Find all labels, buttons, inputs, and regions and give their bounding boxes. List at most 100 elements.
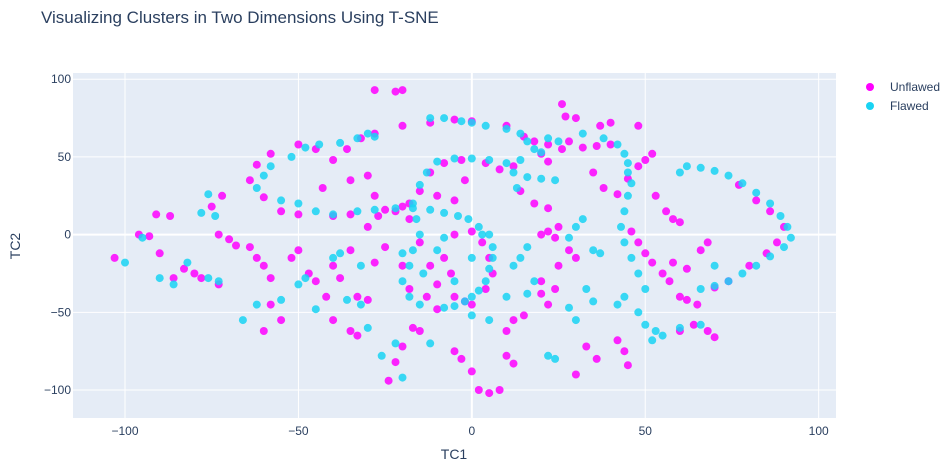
point-flawed bbox=[259, 171, 268, 180]
point-unflawed bbox=[190, 269, 199, 278]
point-unflawed bbox=[214, 230, 223, 239]
point-flawed bbox=[488, 243, 497, 252]
point-flawed bbox=[440, 114, 449, 123]
point-unflawed bbox=[544, 227, 553, 236]
point-unflawed bbox=[426, 261, 435, 270]
point-unflawed bbox=[551, 285, 560, 293]
plot-area bbox=[73, 73, 836, 418]
point-flawed bbox=[398, 277, 407, 286]
legend: Unflawed Flawed bbox=[866, 80, 940, 113]
point-flawed bbox=[578, 215, 587, 224]
point-unflawed bbox=[675, 292, 684, 301]
point-flawed bbox=[623, 159, 632, 168]
point-unflawed bbox=[370, 86, 379, 95]
point-flawed bbox=[627, 253, 636, 262]
point-unflawed bbox=[245, 176, 254, 185]
point-unflawed bbox=[346, 327, 355, 335]
point-unflawed bbox=[544, 140, 553, 149]
point-flawed bbox=[377, 351, 386, 360]
point-unflawed bbox=[620, 347, 629, 356]
point-unflawed bbox=[415, 327, 424, 335]
point-flawed bbox=[398, 249, 407, 258]
point-flawed bbox=[613, 300, 622, 309]
point-unflawed bbox=[252, 253, 261, 262]
point-unflawed bbox=[481, 285, 490, 293]
point-flawed bbox=[467, 118, 476, 127]
point-flawed bbox=[724, 277, 733, 286]
point-unflawed bbox=[353, 331, 362, 340]
x-tick-label: −100 bbox=[112, 424, 139, 438]
data-points bbox=[110, 86, 795, 398]
legend-item-flawed[interactable]: Flawed bbox=[866, 99, 929, 113]
point-flawed bbox=[481, 277, 490, 286]
point-unflawed bbox=[613, 336, 622, 345]
point-flawed bbox=[252, 184, 261, 192]
point-flawed bbox=[450, 277, 459, 286]
point-unflawed bbox=[502, 327, 511, 335]
point-flawed bbox=[651, 327, 660, 335]
point-unflawed bbox=[294, 246, 303, 255]
point-flawed bbox=[464, 215, 473, 224]
point-flawed bbox=[301, 274, 310, 283]
point-unflawed bbox=[259, 193, 268, 202]
point-unflawed bbox=[398, 261, 407, 270]
point-unflawed bbox=[495, 165, 504, 174]
point-flawed bbox=[620, 149, 629, 158]
point-unflawed bbox=[252, 160, 261, 169]
point-unflawed bbox=[450, 115, 459, 124]
point-flawed bbox=[530, 145, 539, 154]
point-flawed bbox=[710, 281, 719, 290]
legend-item-unflawed[interactable]: Unflawed bbox=[866, 80, 940, 94]
point-flawed bbox=[467, 154, 476, 163]
point-unflawed bbox=[648, 149, 657, 158]
point-unflawed bbox=[509, 316, 518, 325]
point-unflawed bbox=[703, 238, 712, 247]
point-unflawed bbox=[530, 137, 539, 146]
y-tick-label: 100 bbox=[51, 72, 71, 86]
point-unflawed bbox=[460, 176, 469, 185]
point-unflawed bbox=[589, 168, 598, 177]
point-flawed bbox=[138, 233, 147, 242]
point-unflawed bbox=[599, 184, 608, 192]
point-flawed bbox=[426, 339, 435, 348]
x-tick-label: 100 bbox=[809, 424, 829, 438]
x-axis-title: TC1 bbox=[441, 446, 468, 462]
point-flawed bbox=[502, 124, 511, 133]
point-unflawed bbox=[582, 342, 591, 351]
point-unflawed bbox=[530, 199, 539, 208]
point-flawed bbox=[460, 297, 469, 306]
point-unflawed bbox=[266, 149, 275, 158]
x-tick-label: −50 bbox=[288, 424, 309, 438]
point-flawed bbox=[474, 222, 483, 231]
point-flawed bbox=[523, 173, 532, 182]
point-flawed bbox=[450, 302, 459, 311]
point-unflawed bbox=[363, 295, 372, 304]
point-flawed bbox=[329, 210, 338, 219]
point-unflawed bbox=[266, 300, 275, 309]
point-unflawed bbox=[381, 205, 390, 214]
point-flawed bbox=[252, 300, 261, 309]
point-unflawed bbox=[551, 233, 560, 242]
point-flawed bbox=[238, 316, 247, 325]
point-unflawed bbox=[363, 222, 372, 231]
point-unflawed bbox=[391, 87, 400, 96]
point-unflawed bbox=[266, 274, 275, 283]
point-unflawed bbox=[110, 253, 119, 262]
point-flawed bbox=[752, 188, 761, 197]
point-flawed bbox=[287, 152, 296, 161]
point-flawed bbox=[356, 261, 365, 270]
point-unflawed bbox=[502, 351, 511, 360]
point-unflawed bbox=[634, 162, 643, 171]
point-flawed bbox=[485, 264, 494, 273]
point-flawed bbox=[696, 285, 705, 293]
point-unflawed bbox=[745, 261, 754, 270]
point-unflawed bbox=[537, 230, 546, 239]
point-unflawed bbox=[398, 342, 407, 351]
point-unflawed bbox=[294, 210, 303, 219]
point-flawed bbox=[370, 132, 379, 141]
point-unflawed bbox=[450, 230, 459, 239]
point-flawed bbox=[422, 168, 431, 177]
point-unflawed bbox=[259, 261, 268, 270]
point-flawed bbox=[544, 134, 553, 143]
point-flawed bbox=[582, 285, 591, 293]
